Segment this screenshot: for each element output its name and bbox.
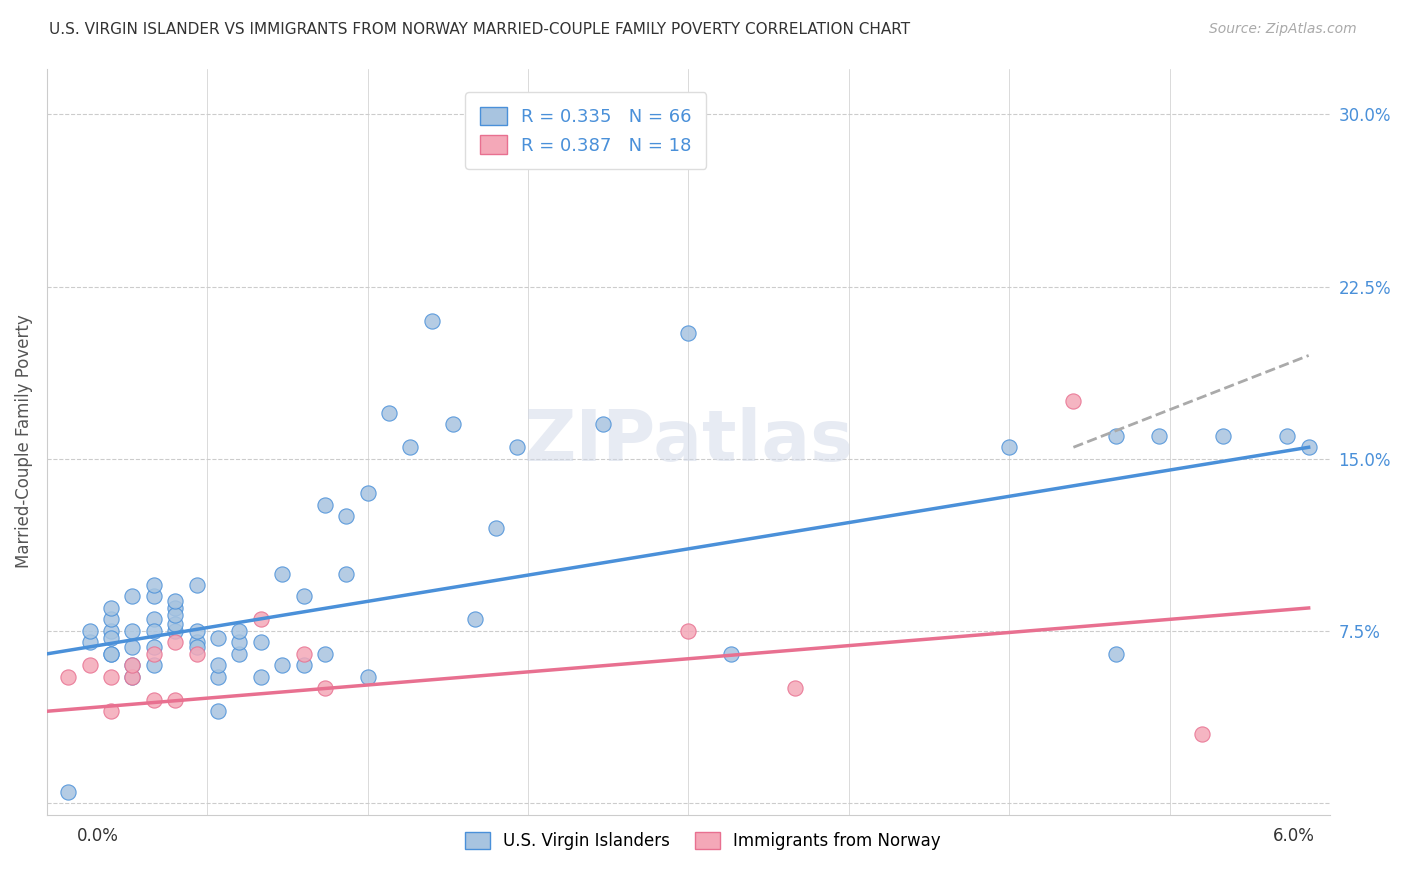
Point	[271, 566, 294, 581]
Point	[335, 566, 357, 581]
Point	[121, 640, 143, 654]
Point	[121, 658, 143, 673]
Point	[720, 647, 742, 661]
Y-axis label: Married-Couple Family Poverty: Married-Couple Family Poverty	[15, 315, 32, 568]
Point	[121, 658, 143, 673]
Point	[228, 647, 250, 661]
Text: U.S. VIRGIN ISLANDER VS IMMIGRANTS FROM NORWAY MARRIED-COUPLE FAMILY POVERTY COR: U.S. VIRGIN ISLANDER VS IMMIGRANTS FROM …	[49, 22, 910, 37]
Point	[378, 406, 401, 420]
Point	[1062, 394, 1084, 409]
Point	[100, 601, 122, 615]
Point	[335, 509, 357, 524]
Point	[186, 647, 208, 661]
Point	[506, 440, 529, 454]
Point	[485, 521, 508, 535]
Point	[207, 704, 229, 718]
Point	[357, 670, 380, 684]
Point	[142, 624, 165, 638]
Point	[357, 486, 380, 500]
Text: 6.0%: 6.0%	[1272, 827, 1315, 845]
Point	[571, 130, 593, 145]
Point	[1212, 429, 1234, 443]
Point	[441, 417, 464, 432]
Point	[121, 590, 143, 604]
Point	[1105, 647, 1128, 661]
Point	[186, 578, 208, 592]
Text: Source: ZipAtlas.com: Source: ZipAtlas.com	[1209, 22, 1357, 37]
Point	[100, 647, 122, 661]
Point	[678, 326, 700, 340]
Point	[207, 631, 229, 645]
Point	[249, 670, 271, 684]
Point	[186, 635, 208, 649]
Point	[399, 440, 422, 454]
Point	[785, 681, 807, 696]
Point	[420, 314, 443, 328]
Point	[100, 631, 122, 645]
Point	[58, 670, 80, 684]
Text: 0.0%: 0.0%	[77, 827, 120, 845]
Point	[186, 624, 208, 638]
Point	[79, 624, 101, 638]
Point	[142, 647, 165, 661]
Point	[165, 617, 187, 632]
Point	[142, 578, 165, 592]
Point	[100, 612, 122, 626]
Point	[228, 635, 250, 649]
Point	[165, 635, 187, 649]
Point	[100, 704, 122, 718]
Legend: U.S. Virgin Islanders, Immigrants from Norway: U.S. Virgin Islanders, Immigrants from N…	[458, 825, 948, 857]
Point	[58, 784, 80, 798]
Point	[142, 612, 165, 626]
Point	[142, 640, 165, 654]
Point	[207, 658, 229, 673]
Point	[121, 670, 143, 684]
Point	[100, 670, 122, 684]
Point	[186, 640, 208, 654]
Point	[998, 440, 1021, 454]
Point	[100, 647, 122, 661]
Point	[165, 601, 187, 615]
Point	[121, 624, 143, 638]
Point	[1105, 429, 1128, 443]
Point	[165, 607, 187, 622]
Point	[292, 647, 315, 661]
Point	[678, 624, 700, 638]
Point	[142, 693, 165, 707]
Point	[228, 624, 250, 638]
Point	[121, 670, 143, 684]
Point	[292, 590, 315, 604]
Point	[142, 658, 165, 673]
Legend: R = 0.335   N = 66, R = 0.387   N = 18: R = 0.335 N = 66, R = 0.387 N = 18	[465, 93, 706, 169]
Point	[100, 624, 122, 638]
Point	[592, 417, 614, 432]
Point	[1298, 440, 1320, 454]
Point	[79, 635, 101, 649]
Point	[292, 658, 315, 673]
Point	[1191, 727, 1213, 741]
Point	[1277, 429, 1299, 443]
Point	[165, 624, 187, 638]
Point	[271, 658, 294, 673]
Point	[165, 594, 187, 608]
Text: ZIPatlas: ZIPatlas	[523, 407, 853, 476]
Point	[165, 693, 187, 707]
Point	[1147, 429, 1170, 443]
Point	[79, 658, 101, 673]
Point	[464, 612, 486, 626]
Point	[314, 681, 336, 696]
Point	[249, 612, 271, 626]
Point	[207, 670, 229, 684]
Point	[142, 590, 165, 604]
Point	[314, 647, 336, 661]
Point	[314, 498, 336, 512]
Point	[249, 635, 271, 649]
